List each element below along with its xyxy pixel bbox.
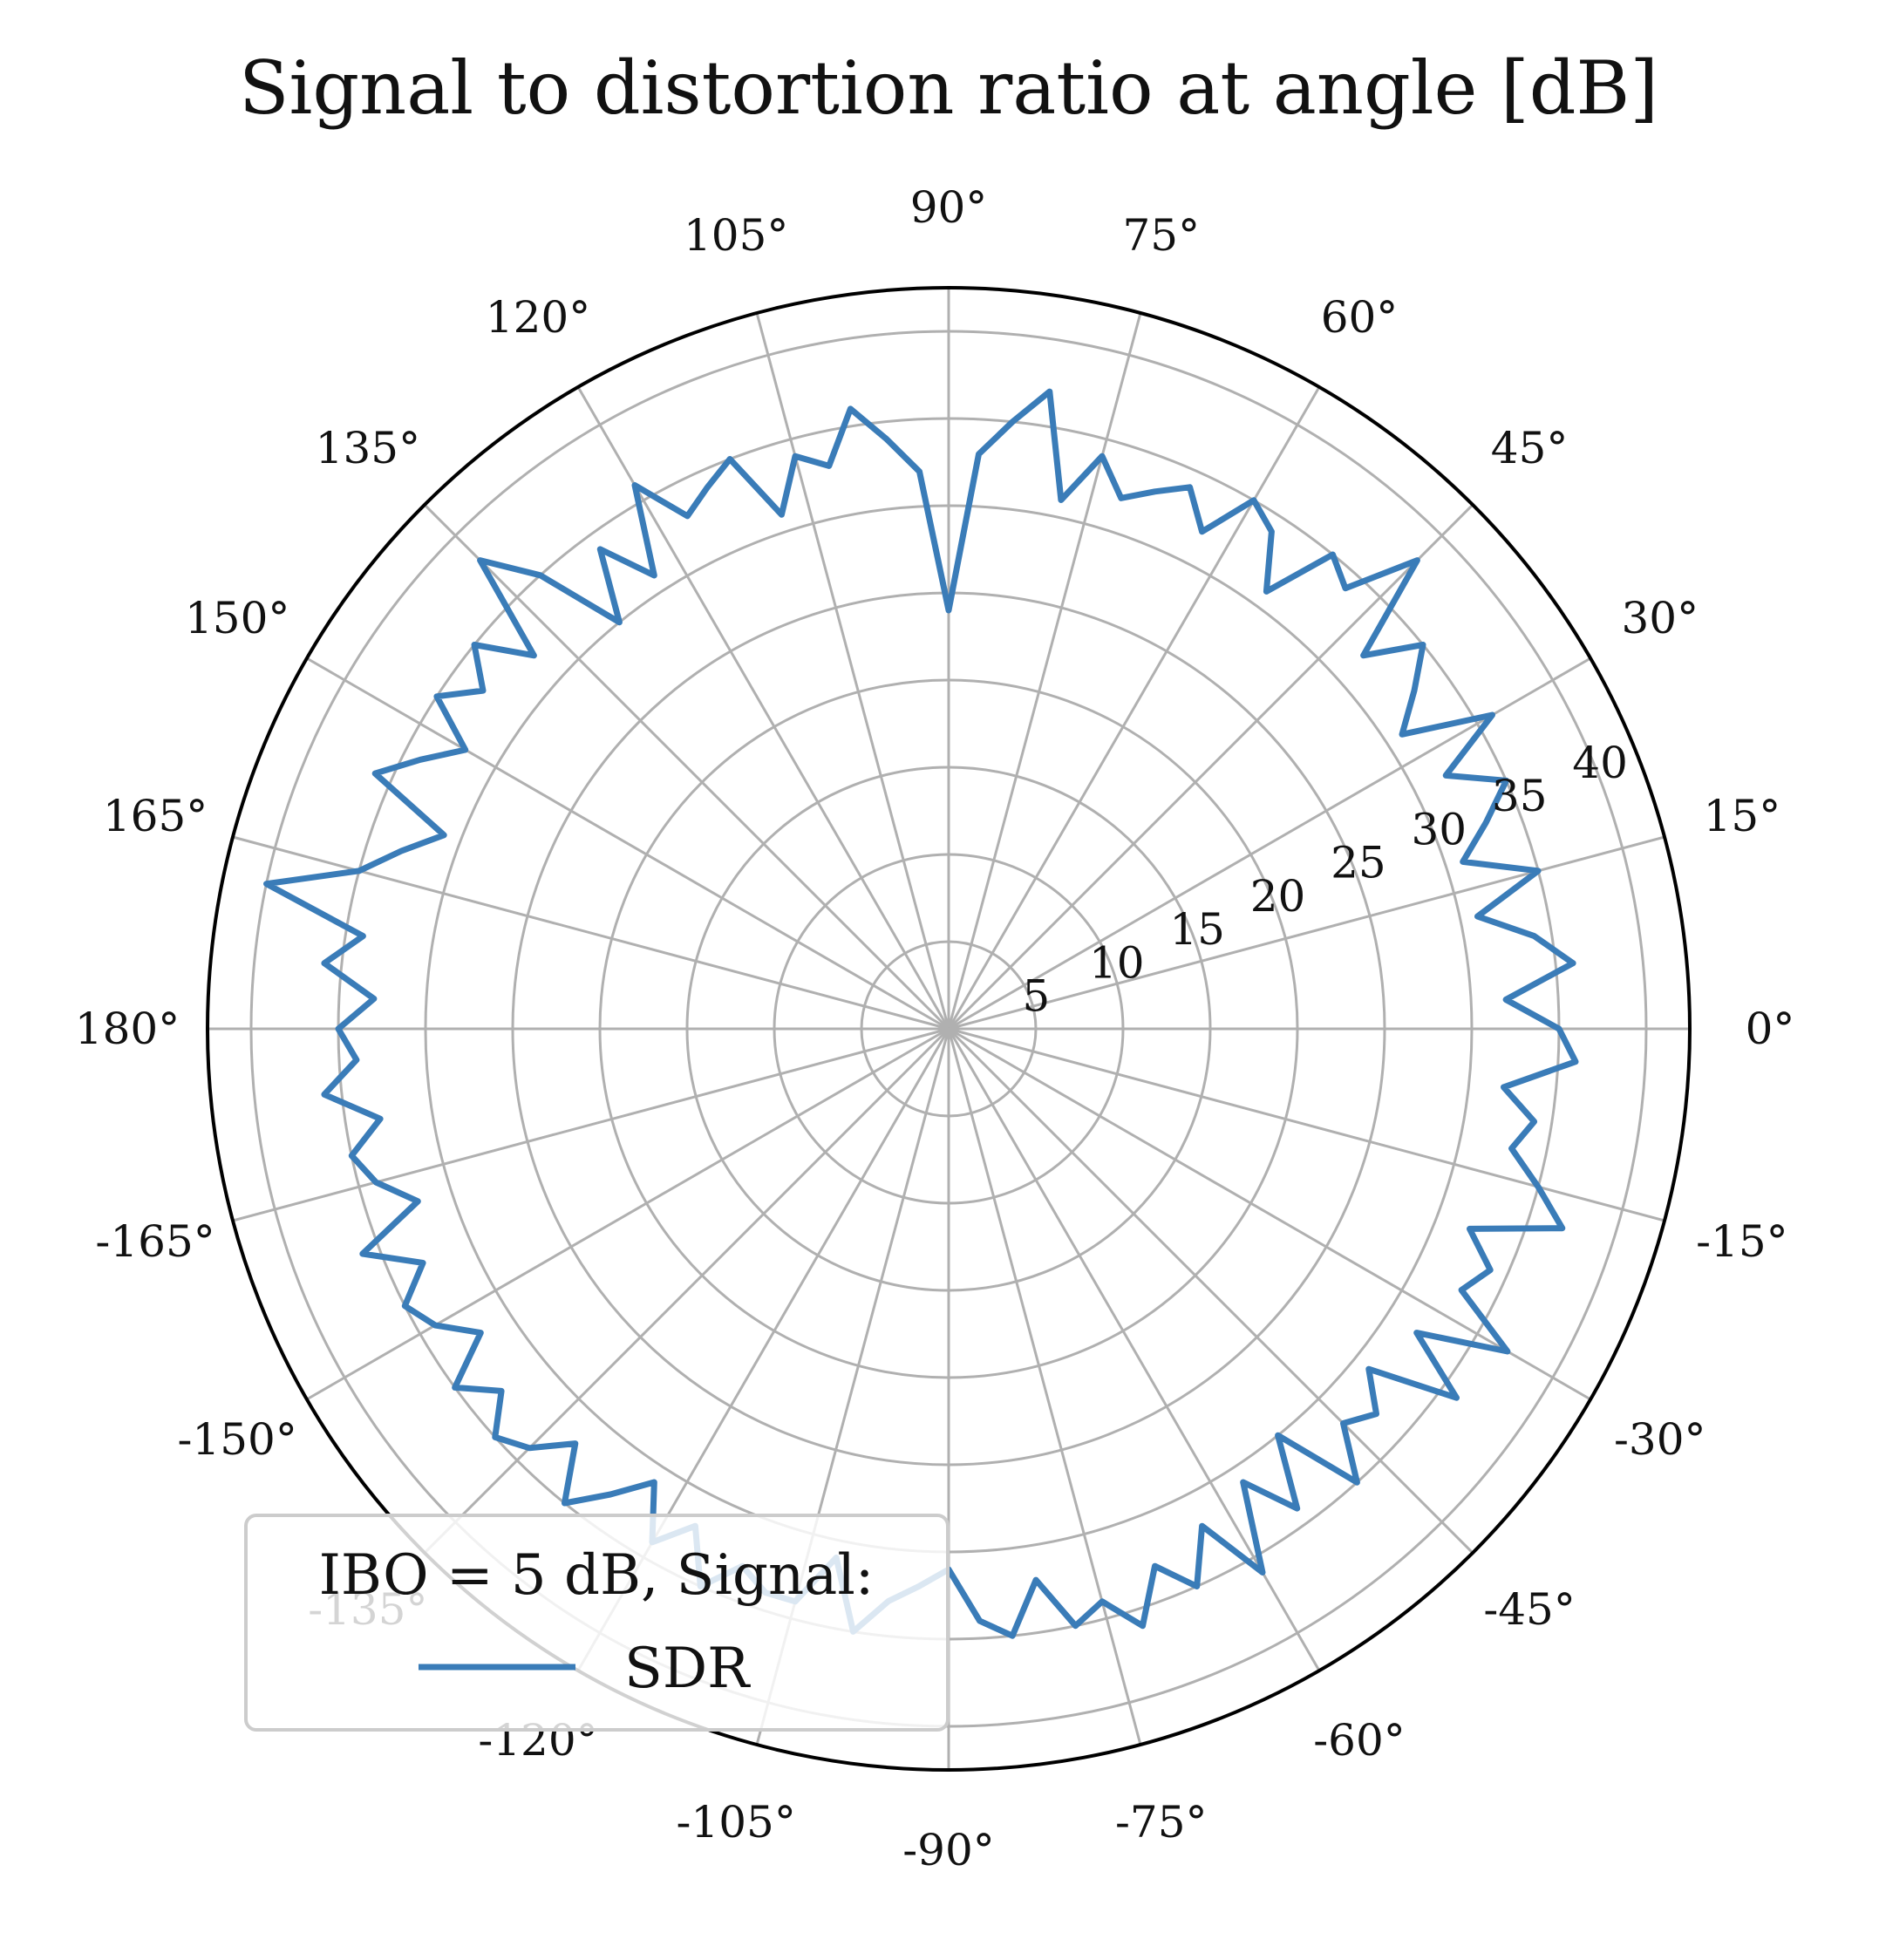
- polar-grid: [208, 288, 1690, 1770]
- angle-tick-label: -105°: [677, 1797, 796, 1848]
- radial-tick-label: 35: [1492, 771, 1548, 821]
- angular-gridline: [947, 503, 1474, 1031]
- angular-gridline: [306, 657, 950, 1031]
- angular-gridline: [423, 1027, 950, 1555]
- angular-gridline: [947, 312, 1142, 1030]
- radial-tick-label: 40: [1572, 738, 1628, 788]
- angle-tick-label: -30°: [1614, 1414, 1706, 1465]
- angle-tick-label: 105°: [684, 210, 788, 261]
- angle-tick-label: -60°: [1313, 1715, 1406, 1766]
- angular-gridline: [947, 1028, 1321, 1671]
- legend-label-sdr: SDR: [624, 1637, 751, 1701]
- angle-tick-label: -90°: [902, 1825, 995, 1875]
- angle-tick-label: 0°: [1746, 1004, 1795, 1054]
- series-layer: [263, 388, 1579, 1639]
- angular-gridline: [948, 657, 1591, 1031]
- angle-tick-label: 45°: [1491, 423, 1569, 473]
- angle-tick-label: 15°: [1704, 791, 1781, 841]
- radial-tick-label: 15: [1169, 904, 1225, 955]
- legend: IBO = 5 dB, Signal: SDR: [244, 1514, 950, 1732]
- angle-tick-label: 60°: [1321, 292, 1399, 343]
- radial-tick-label: 25: [1331, 838, 1386, 888]
- angle-tick-label: 150°: [185, 593, 289, 643]
- angular-gridline: [948, 1027, 1665, 1222]
- angle-tick-label: -45°: [1483, 1584, 1576, 1635]
- polar-frame: [206, 286, 1692, 1772]
- angle-tick-label: 75°: [1122, 210, 1200, 261]
- angle-tick-label: 135°: [316, 423, 420, 473]
- radial-tick-label: 30: [1412, 804, 1467, 854]
- series-line-sdr: [263, 388, 1579, 1639]
- angle-tick-label: -165°: [95, 1216, 214, 1267]
- legend-box: [244, 1514, 950, 1732]
- angle-tick-label: -75°: [1115, 1797, 1208, 1848]
- radial-tick-labels: 5 10 15 20 25 30 35 40: [1022, 738, 1627, 1022]
- chart-title: Signal to distortion ratio at angle [dB]: [239, 45, 1658, 131]
- angle-tick-label: 90°: [910, 182, 988, 233]
- angular-gridline: [947, 1028, 1142, 1746]
- angle-tick-label: -150°: [178, 1414, 297, 1465]
- radial-tick-label: 10: [1089, 937, 1145, 988]
- angular-gridline: [306, 1027, 950, 1401]
- angular-gridline: [947, 386, 1321, 1030]
- angular-gridline: [755, 312, 950, 1030]
- angle-tick-label: 180°: [75, 1004, 180, 1054]
- angle-tick-label: -15°: [1696, 1216, 1788, 1267]
- angular-gridline: [423, 503, 950, 1031]
- angle-tick-label: 30°: [1621, 593, 1699, 643]
- legend-title: IBO = 5 dB, Signal:: [319, 1543, 875, 1608]
- angular-gridline: [948, 835, 1665, 1031]
- angular-gridline: [947, 1027, 1474, 1555]
- radial-tick-label: 5: [1022, 971, 1050, 1022]
- angle-tick-label: 165°: [103, 791, 208, 841]
- angular-gridline: [576, 386, 950, 1030]
- angular-gridline: [948, 1027, 1591, 1401]
- radial-tick-label: 20: [1250, 871, 1306, 922]
- angle-tick-label: 120°: [486, 292, 590, 343]
- angular-gridline: [232, 1027, 950, 1222]
